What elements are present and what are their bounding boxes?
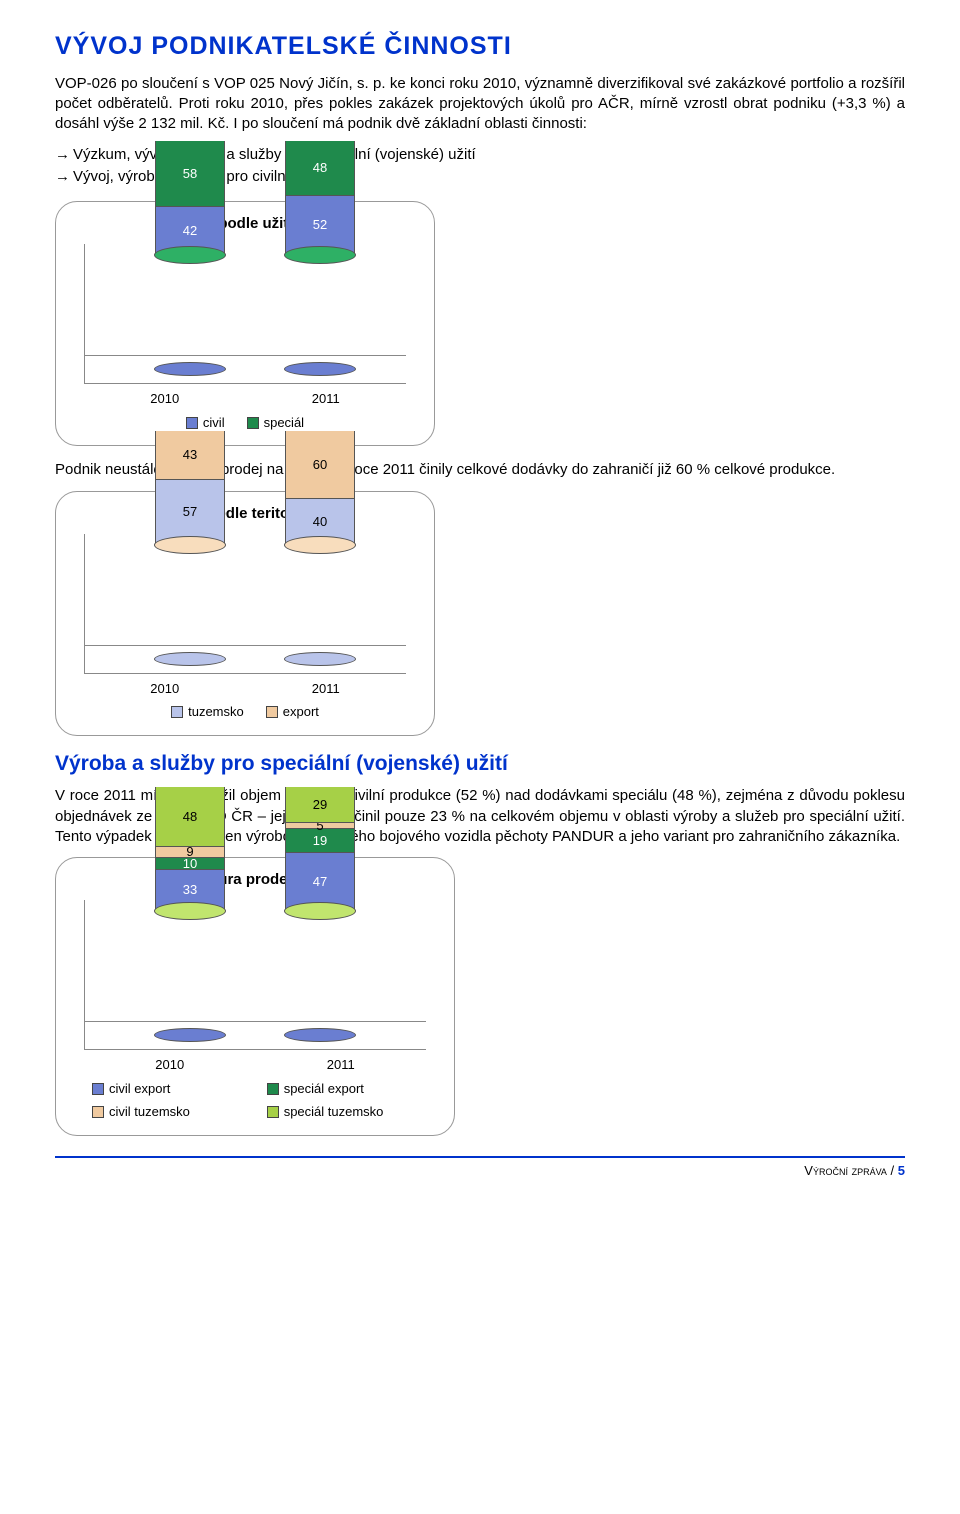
chart-legend: civil speciál	[74, 414, 416, 432]
chart-area: 4258 5248	[84, 244, 406, 384]
bar-value: 29	[286, 796, 354, 814]
x-label: 2011	[312, 680, 340, 698]
bar-value: 57	[156, 503, 224, 521]
chart-area: 3310948 4719529	[84, 900, 426, 1050]
legend-swatch	[267, 1083, 279, 1095]
x-label: 2010	[155, 1056, 184, 1074]
legend-item: civil	[186, 414, 225, 432]
bar-segment: 60	[285, 431, 355, 499]
chart-legend: civil export speciál export civil tuzemsko…	[74, 1080, 436, 1121]
chart-title: Prodej podle teritorií v %	[74, 504, 416, 524]
bar-column: 4060	[285, 545, 355, 659]
bar-value: 42	[156, 222, 224, 240]
chart-floor	[85, 355, 406, 383]
bar-column: 4719529	[285, 911, 355, 1035]
x-label: 2011	[327, 1056, 355, 1074]
bar-cap	[154, 902, 226, 920]
bar-column: 4258	[155, 255, 225, 369]
bar-column: 3310948	[155, 911, 225, 1035]
legend-label: export	[283, 703, 319, 721]
bar-cap	[284, 246, 356, 264]
page-footer: Výroční zpráva / 5	[55, 1158, 905, 1180]
bar-value: 58	[156, 165, 224, 183]
bar-value: 48	[286, 159, 354, 177]
chart-territory: Prodej podle teritorií v % 5743 4060 2010…	[55, 491, 435, 736]
bar-segment: 48	[285, 141, 355, 196]
legend-item: speciál export	[267, 1080, 414, 1098]
bar-cap	[284, 536, 356, 554]
bar-cap	[154, 246, 226, 264]
legend-swatch	[92, 1083, 104, 1095]
legend-label: speciál tuzemsko	[284, 1103, 384, 1121]
bar-value: 48	[156, 808, 224, 826]
legend-swatch	[186, 417, 198, 429]
legend-label: civil tuzemsko	[109, 1103, 190, 1121]
chart-title: Prodej podle užití v %	[74, 214, 416, 234]
bar-segment: 9	[155, 847, 225, 858]
legend-item: speciál	[247, 414, 304, 432]
legend-item: export	[266, 703, 319, 721]
chart-title: Sruktura prodeje v %	[74, 870, 436, 890]
bar-base	[154, 652, 226, 666]
chart-floor	[85, 1021, 426, 1049]
footer-label: Výroční zpráva	[804, 1163, 887, 1178]
bar-segment: 29	[285, 787, 355, 823]
bar-segment: 5	[285, 823, 355, 829]
footer-text: Výroční zpráva / 5	[804, 1162, 905, 1180]
bar-value: 60	[286, 456, 354, 474]
legend-item: civil tuzemsko	[92, 1103, 239, 1121]
bar-column: 5743	[155, 545, 225, 659]
bar-value: 47	[286, 873, 354, 891]
bar-cap	[154, 536, 226, 554]
bar-value: 43	[156, 446, 224, 464]
footer-sep: /	[887, 1163, 898, 1178]
legend-swatch	[247, 417, 259, 429]
footer-page: 5	[898, 1163, 905, 1178]
chart-area: 5743 4060	[84, 534, 406, 674]
legend-item: speciál tuzemsko	[267, 1103, 414, 1121]
bar-base	[284, 652, 356, 666]
chart-usage: Prodej podle užití v % 4258 5248 2010 201…	[55, 201, 435, 446]
x-label: 2010	[150, 390, 179, 408]
legend-label: tuzemsko	[188, 703, 244, 721]
bar-value: 40	[286, 513, 354, 531]
legend-swatch	[266, 706, 278, 718]
legend-swatch	[171, 706, 183, 718]
chart-legend: tuzemsko export	[74, 703, 416, 721]
chart-structure: Sruktura prodeje v % 3310948 4719529 2010…	[55, 857, 455, 1136]
bar-value: 33	[156, 882, 224, 900]
legend-label: civil	[203, 414, 225, 432]
legend-label: civil export	[109, 1080, 170, 1098]
legend-swatch	[267, 1106, 279, 1118]
bar-segment: 43	[155, 431, 225, 480]
bar-segment: 58	[155, 141, 225, 207]
bar-value: 52	[286, 216, 354, 234]
x-label: 2010	[150, 680, 179, 698]
x-axis: 2010 2011	[84, 1056, 426, 1074]
x-label: 2011	[312, 390, 340, 408]
page-title: VÝVOJ PODNIKATELSKÉ ČINNOSTI	[55, 30, 905, 64]
legend-item: tuzemsko	[171, 703, 244, 721]
legend-label: speciál export	[284, 1080, 364, 1098]
section-heading: Výroba a služby pro speciální (vojenské)…	[55, 750, 905, 778]
legend-item: civil export	[92, 1080, 239, 1098]
intro-paragraph: VOP-026 po sloučení s VOP 025 Nový Jičín…	[55, 74, 905, 135]
x-axis: 2010 2011	[84, 680, 406, 698]
bar-column: 5248	[285, 255, 355, 369]
legend-label: speciál	[264, 414, 304, 432]
bar-segment: 48	[155, 787, 225, 847]
x-axis: 2010 2011	[84, 390, 406, 408]
bar-cap	[284, 902, 356, 920]
legend-swatch	[92, 1106, 104, 1118]
chart-floor	[85, 645, 406, 673]
